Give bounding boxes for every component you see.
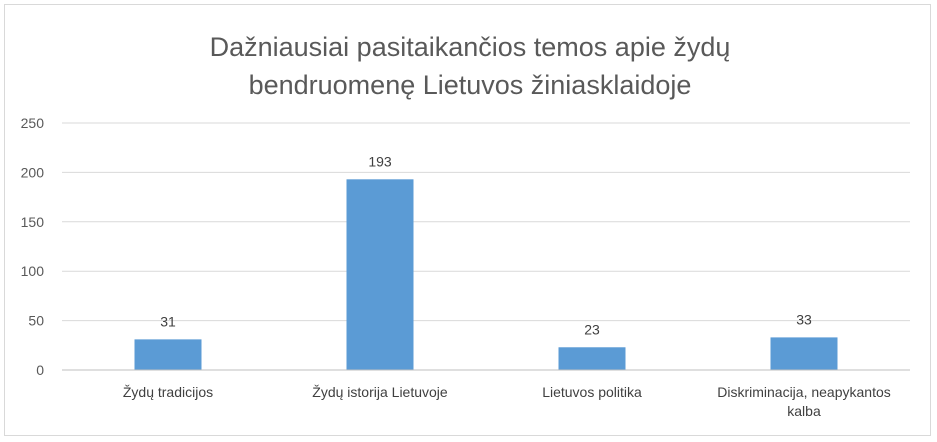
data-label: 33 [796,311,812,327]
gridlines [62,122,910,322]
y-tick-label: 100 [21,263,45,279]
x-axis-category-labels: Žydų tradicijos Žydų istorija Lietuvoje Li… [123,384,891,419]
bar [770,337,838,370]
category-label: Lietuvos politika [542,384,642,400]
bar [558,347,626,370]
y-tick-label: 50 [28,313,44,329]
y-tick-label: 200 [21,164,45,180]
chart-title-line-1: Dažniausiai pasitaikančios temos apie žy… [210,32,731,62]
category-label: kalba [787,403,821,419]
data-label: 193 [368,153,392,169]
bar [134,339,202,370]
category-label: Žydų istorija Lietuvoje [312,384,448,400]
y-tick-label: 0 [36,362,44,378]
data-label: 23 [584,321,600,337]
chart-title-line-2: bendruomenę Lietuvos žiniasklaidoje [249,70,692,100]
bar [346,179,414,370]
bars [134,179,838,370]
y-tick-label: 250 [21,115,45,131]
category-label: Žydų tradicijos [123,384,213,400]
data-label: 31 [160,313,176,329]
y-axis-tick-labels: 0 50 100 150 200 250 [21,115,45,378]
category-label: Diskriminacija, neapykantos [717,384,891,400]
data-labels: 31 193 23 33 [160,153,812,337]
y-tick-label: 150 [21,214,45,230]
